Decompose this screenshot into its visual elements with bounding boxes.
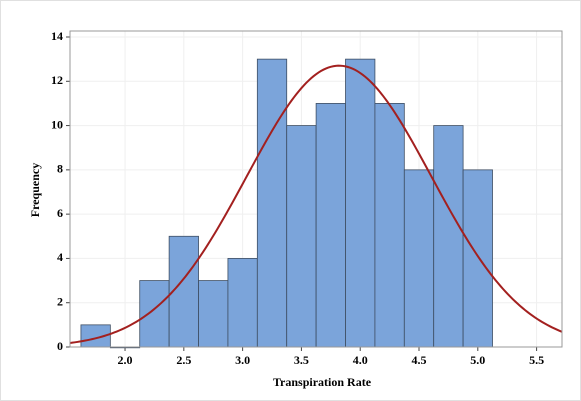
bar bbox=[462, 169, 493, 348]
y-tick-label: 2 bbox=[57, 294, 63, 308]
bar bbox=[227, 258, 258, 348]
bar bbox=[198, 280, 229, 348]
x-tick-label: 5.0 bbox=[470, 353, 485, 367]
y-tick-label: 8 bbox=[57, 162, 63, 176]
y-tick-label: 4 bbox=[57, 250, 63, 264]
y-tick-label: 0 bbox=[57, 339, 63, 353]
bar bbox=[374, 103, 405, 348]
bar bbox=[256, 58, 288, 348]
y-axis-label: Frequency bbox=[28, 163, 42, 217]
x-tick-label: 4.0 bbox=[353, 353, 368, 367]
y-tick-label: 14 bbox=[51, 29, 63, 43]
x-axis-label: Transpiration Rate bbox=[273, 375, 372, 389]
x-tick-label: 2.0 bbox=[118, 353, 133, 367]
x-tick-label: 5.5 bbox=[529, 353, 544, 367]
plot-border bbox=[69, 30, 563, 348]
bar bbox=[433, 125, 464, 348]
bar bbox=[345, 58, 376, 348]
x-tick-label: 3.0 bbox=[235, 353, 250, 367]
bar bbox=[286, 125, 317, 348]
bar bbox=[403, 169, 435, 348]
x-tick-label: 2.5 bbox=[176, 353, 191, 367]
bar bbox=[139, 280, 170, 348]
y-tick-label: 12 bbox=[51, 73, 63, 87]
bar bbox=[315, 103, 346, 348]
x-tick-label: 4.5 bbox=[412, 353, 427, 367]
y-tick-label: 6 bbox=[57, 206, 63, 220]
fit-curve bbox=[69, 64, 563, 344]
y-tick-label: 10 bbox=[51, 117, 63, 131]
x-tick-label: 3.5 bbox=[294, 353, 309, 367]
